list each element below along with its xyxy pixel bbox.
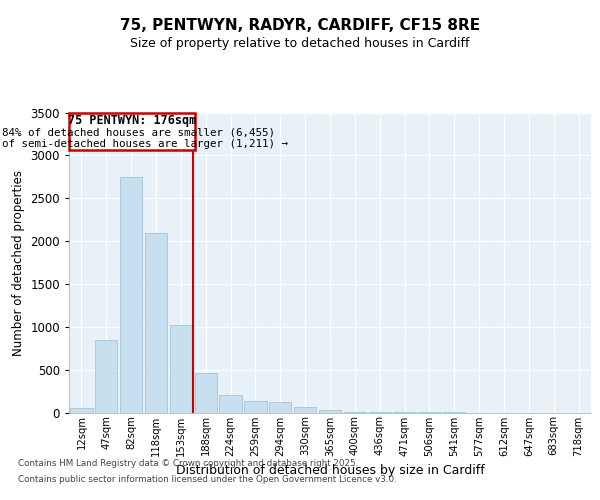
- Bar: [269, 402, 292, 412]
- X-axis label: Distribution of detached houses by size in Cardiff: Distribution of detached houses by size …: [176, 464, 484, 477]
- Bar: [244, 400, 266, 412]
- Text: 75 PENTWYN: 176sqm: 75 PENTWYN: 176sqm: [68, 114, 196, 128]
- Bar: [319, 410, 341, 412]
- Bar: [145, 232, 167, 412]
- Text: Contains public sector information licensed under the Open Government Licence v3: Contains public sector information licen…: [18, 474, 397, 484]
- Bar: [69, 112, 194, 150]
- Y-axis label: Number of detached properties: Number of detached properties: [12, 170, 25, 356]
- Bar: [220, 394, 242, 412]
- Bar: [95, 340, 118, 412]
- Text: Size of property relative to detached houses in Cardiff: Size of property relative to detached ho…: [130, 38, 470, 51]
- Text: Contains HM Land Registry data © Crown copyright and database right 2025.: Contains HM Land Registry data © Crown c…: [18, 460, 358, 468]
- Text: 16% of semi-detached houses are larger (1,211) →: 16% of semi-detached houses are larger (…: [0, 139, 288, 149]
- Text: ← 84% of detached houses are smaller (6,455): ← 84% of detached houses are smaller (6,…: [0, 128, 275, 138]
- Bar: [170, 325, 192, 412]
- Bar: [70, 408, 92, 412]
- Text: 75, PENTWYN, RADYR, CARDIFF, CF15 8RE: 75, PENTWYN, RADYR, CARDIFF, CF15 8RE: [120, 18, 480, 32]
- Bar: [294, 408, 316, 412]
- Bar: [120, 177, 142, 412]
- Bar: [194, 373, 217, 412]
